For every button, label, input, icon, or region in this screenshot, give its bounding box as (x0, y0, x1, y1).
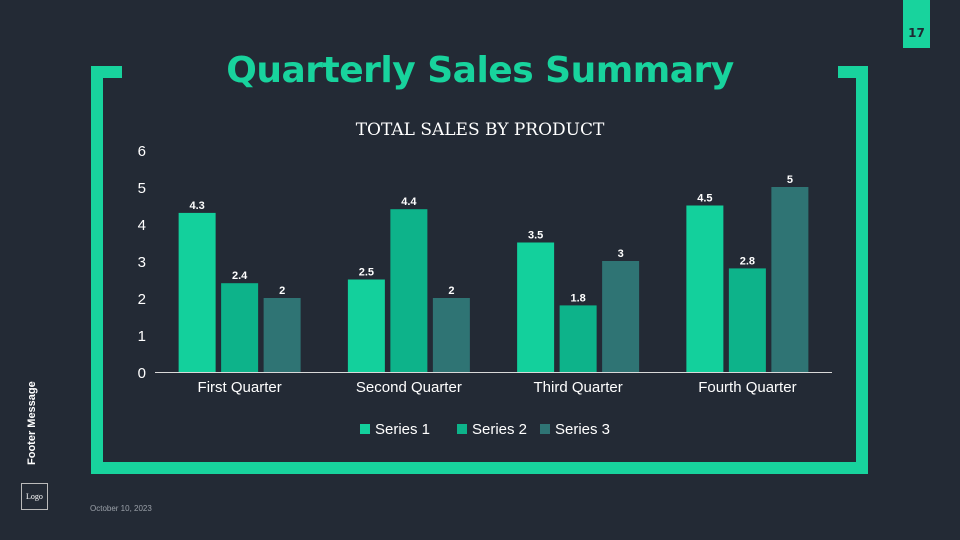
data-label: 4.4 (401, 196, 417, 208)
data-label: 4.5 (697, 193, 712, 205)
x-tick-label: Second Quarter (356, 379, 462, 396)
page-number: 17 (908, 26, 925, 40)
data-label: 4.3 (189, 200, 204, 212)
chart-title: TOTAL SALES BY PRODUCT (356, 120, 605, 140)
bar (686, 205, 724, 372)
frame-top-right (838, 66, 868, 78)
bar (221, 283, 259, 372)
bar (728, 268, 766, 372)
data-label: 2.5 (359, 267, 374, 279)
data-label: 2 (448, 285, 454, 297)
legend-swatch (540, 424, 550, 434)
bar (771, 187, 809, 372)
legend-label: Series 1 (375, 421, 430, 438)
y-tick-label: 0 (138, 365, 146, 382)
bar (263, 298, 301, 372)
data-label: 3.5 (528, 230, 543, 242)
logo-text: Logo (26, 492, 43, 501)
data-label: 5 (787, 174, 793, 186)
legend-label: Series 3 (555, 421, 610, 438)
frame-bottom (91, 462, 868, 474)
slide-title: Quarterly Sales Summary (226, 50, 734, 91)
data-label: 2.8 (740, 255, 755, 267)
logo: Logo (21, 483, 48, 510)
bar (432, 298, 470, 372)
date: October 10, 2023 (90, 504, 152, 513)
bar (390, 209, 428, 372)
bar (602, 261, 640, 372)
footer-message: Footer Message (26, 381, 38, 465)
y-tick-label: 1 (138, 328, 146, 345)
bar (559, 305, 597, 372)
y-tick-label: 2 (138, 291, 146, 308)
data-label: 2.4 (232, 270, 248, 282)
legend-swatch (360, 424, 370, 434)
frame-top-left (91, 66, 122, 78)
y-tick-label: 4 (138, 217, 146, 234)
bar (517, 242, 555, 372)
legend-label: Series 2 (472, 421, 527, 438)
x-tick-label: Fourth Quarter (698, 379, 796, 396)
x-tick-label: First Quarter (198, 379, 282, 396)
frame-left (91, 66, 103, 474)
y-tick-label: 6 (138, 143, 146, 160)
data-label: 1.8 (570, 292, 585, 304)
y-tick-label: 5 (138, 180, 146, 197)
y-tick-label: 3 (138, 254, 146, 271)
legend-swatch (457, 424, 467, 434)
bar (347, 279, 385, 372)
bar (178, 212, 216, 372)
page-number-tab: 17 (903, 0, 930, 48)
frame-right (856, 66, 868, 474)
data-label: 2 (279, 285, 285, 297)
data-label: 3 (618, 248, 624, 260)
x-tick-label: Third Quarter (534, 379, 623, 396)
